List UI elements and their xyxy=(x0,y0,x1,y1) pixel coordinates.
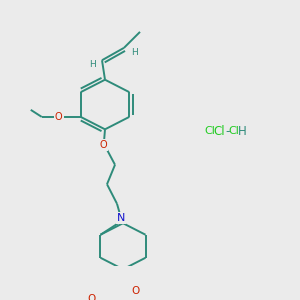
Text: H: H xyxy=(238,124,247,138)
Text: O: O xyxy=(55,112,63,122)
Text: N: N xyxy=(117,213,125,223)
Text: O: O xyxy=(132,286,140,296)
Text: Cl: Cl xyxy=(205,126,215,136)
Text: O: O xyxy=(87,294,95,300)
Text: O: O xyxy=(99,140,107,150)
Text: H: H xyxy=(88,60,95,69)
Text: -: - xyxy=(226,124,230,138)
Text: Cl: Cl xyxy=(228,126,239,136)
Text: Cl: Cl xyxy=(213,124,225,138)
Text: H: H xyxy=(130,48,137,57)
